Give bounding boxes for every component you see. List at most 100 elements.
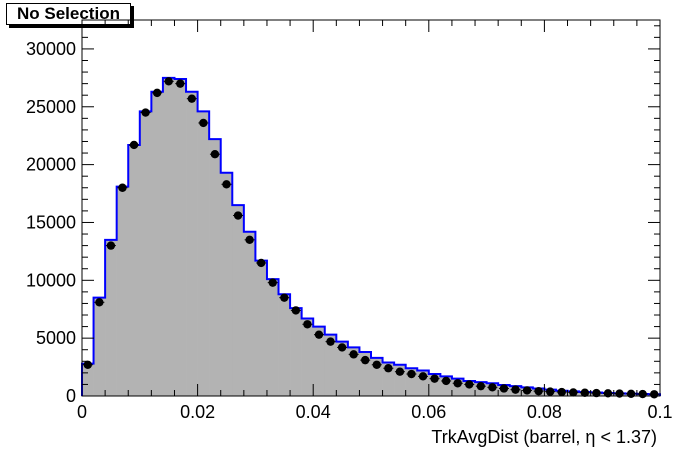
- histogram-bar: [394, 364, 406, 396]
- data-point: [303, 320, 312, 329]
- histogram-bar: [197, 111, 210, 397]
- histogram-bar: [139, 111, 152, 397]
- histogram-bar: [209, 139, 222, 396]
- histogram-bar: [82, 363, 94, 396]
- histogram-bar: [93, 297, 106, 396]
- data-point: [499, 384, 509, 393]
- histogram-bar: [278, 294, 291, 396]
- data-point: [129, 140, 139, 150]
- histogram-bar: [243, 231, 256, 396]
- histogram-bar: [105, 239, 117, 396]
- data-point: [337, 343, 347, 352]
- data-point: [256, 258, 266, 268]
- data-point: [361, 355, 370, 365]
- data-point: [395, 367, 405, 376]
- data-point: [291, 306, 301, 315]
- axes: [81, 19, 661, 397]
- data-point: [557, 387, 566, 397]
- histogram-bar: [417, 370, 430, 396]
- plot-area: [81, 76, 661, 399]
- histogram-bar: [290, 308, 302, 396]
- data-point: [534, 386, 543, 396]
- data-point: [95, 298, 104, 307]
- x-tick-label: 0.04: [296, 402, 331, 422]
- data-point: [152, 88, 162, 98]
- data-point: [233, 211, 243, 220]
- data-point: [453, 379, 462, 388]
- data-point: [545, 387, 555, 396]
- data-point: [210, 150, 220, 159]
- data-point: [164, 77, 173, 86]
- y-tick-label: 10000: [26, 270, 76, 290]
- y-tick-label: 30000: [26, 39, 76, 59]
- histogram-bar: [440, 376, 453, 396]
- histogram-bar: [382, 362, 395, 396]
- histogram-bar: [255, 260, 268, 396]
- histogram-bar: [232, 205, 245, 396]
- histogram-bar: [151, 91, 164, 396]
- data-point: [580, 388, 590, 397]
- histogram-bar: [301, 318, 314, 396]
- data-point: [592, 388, 601, 398]
- x-tick-label: 0.06: [411, 402, 446, 422]
- data-point: [488, 383, 497, 392]
- histogram-bar: [162, 77, 175, 396]
- data-point: [314, 330, 324, 339]
- x-tick-label: 0.1: [647, 402, 672, 422]
- data-point: [476, 381, 486, 391]
- data-point: [638, 389, 647, 399]
- data-point: [222, 180, 231, 189]
- data-point: [569, 388, 578, 397]
- data-point: [268, 278, 277, 287]
- histogram-bar: [371, 357, 383, 396]
- data-point: [106, 241, 116, 250]
- data-point: [326, 337, 335, 346]
- plot-frame: [81, 19, 661, 397]
- y-tick-label: 25000: [26, 97, 76, 117]
- data-point: [280, 293, 289, 302]
- data-point: [83, 360, 92, 369]
- data-point: [349, 350, 358, 359]
- y-tick-label: 5000: [36, 328, 76, 348]
- histogram-bar: [116, 186, 129, 396]
- histogram-bar: [174, 79, 187, 396]
- tick-labels: 0 0.02 0.04 0.06 0.08 0.1 0 5000 10000 15000 20000…: [26, 39, 673, 422]
- data-point: [245, 235, 254, 245]
- data-point: [603, 389, 613, 398]
- data-point: [615, 389, 624, 398]
- data-point: [626, 389, 636, 399]
- histogram-bar: [336, 341, 349, 396]
- data-point: [384, 364, 393, 373]
- histogram-bar: [428, 374, 441, 396]
- x-axis-label: TrkAvgDist (barrel, η < 1.37): [431, 427, 657, 447]
- data-point: [441, 376, 451, 386]
- histogram-bar: [347, 347, 360, 396]
- data-point: [650, 390, 659, 399]
- histogram-bar: [186, 91, 198, 396]
- histogram-bar: [220, 172, 233, 396]
- data-point: [118, 183, 127, 192]
- histogram-bar: [313, 326, 326, 396]
- y-tick-label: 0: [66, 386, 76, 406]
- data-point: [199, 118, 208, 128]
- histogram-bar: [266, 279, 279, 396]
- data-point: [187, 94, 197, 103]
- data-point: [465, 380, 474, 389]
- data-point: [372, 360, 381, 369]
- data-point: [522, 386, 532, 395]
- y-tick-label: 15000: [26, 212, 76, 232]
- selection-label: No Selection: [6, 3, 131, 25]
- histogram-bar: [324, 334, 337, 396]
- data-point: [176, 79, 185, 88]
- histogram-bar: [405, 368, 418, 396]
- histogram-bar: [128, 144, 141, 396]
- data-point: [407, 369, 416, 379]
- data-point: [141, 108, 150, 117]
- x-tick-label: 0.02: [180, 402, 215, 422]
- data-point: [418, 372, 428, 381]
- x-tick-label: 0: [77, 402, 87, 422]
- histogram-bar: [359, 352, 372, 396]
- data-point: [430, 374, 439, 383]
- data-point: [511, 385, 520, 394]
